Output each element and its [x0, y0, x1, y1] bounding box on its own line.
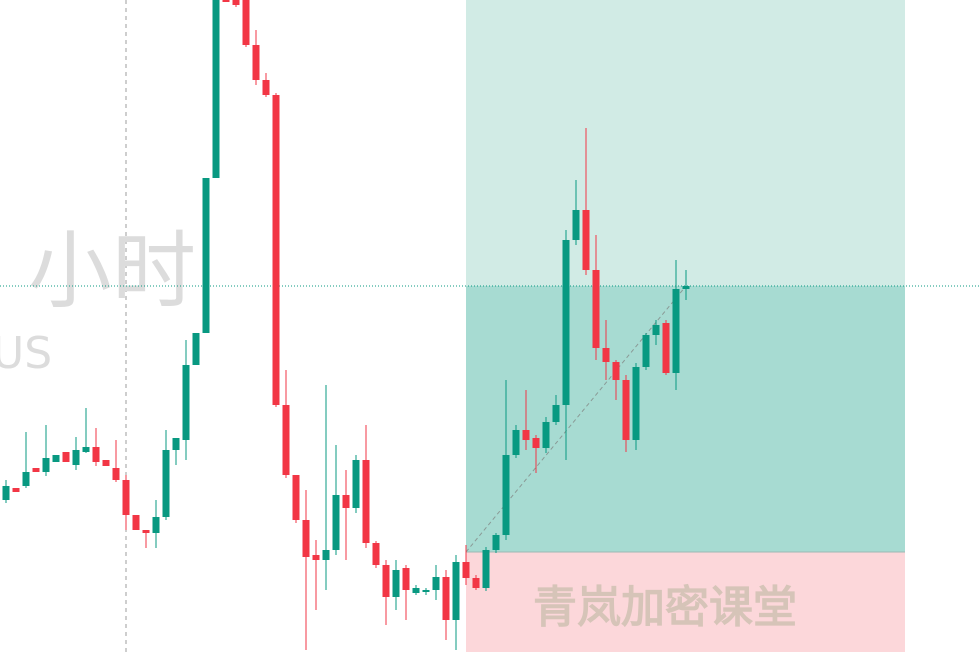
candle-body — [12, 488, 20, 492]
candle-body — [472, 578, 480, 588]
candle-body — [522, 430, 530, 440]
candle-body — [132, 515, 140, 530]
candle-body — [532, 438, 540, 448]
candle-body — [202, 178, 210, 333]
candle-body — [622, 380, 630, 440]
brand: 青岚加密课堂 — [533, 582, 797, 633]
candle-body — [322, 550, 330, 560]
candle-body — [662, 323, 670, 373]
candle-body — [272, 95, 280, 405]
candle-body — [562, 240, 570, 405]
candle-body — [442, 577, 450, 620]
candle-body — [592, 270, 600, 348]
candle-body — [542, 422, 550, 448]
profit-zone — [466, 286, 905, 552]
candle-body — [652, 325, 660, 335]
candle-body — [342, 495, 350, 508]
candle-body — [302, 520, 310, 557]
candle-body — [52, 455, 60, 462]
candle-body — [82, 447, 90, 452]
candle-body — [352, 460, 360, 508]
candle-body — [402, 568, 410, 590]
candle-body — [492, 535, 500, 550]
candle-body — [512, 430, 520, 455]
candle-body — [332, 495, 340, 550]
candle-body — [312, 555, 320, 560]
candle-body — [672, 289, 680, 373]
candle-body — [642, 335, 650, 367]
candle-body — [242, 0, 250, 45]
candle-body — [372, 543, 380, 565]
candle-body — [192, 333, 200, 365]
candle-body — [572, 210, 580, 240]
candle-body — [72, 450, 80, 465]
candle-body — [422, 590, 430, 592]
candle-body — [382, 565, 390, 597]
candle-body — [32, 468, 40, 472]
candle-body — [222, 0, 230, 2]
watermark-sub: US — [0, 328, 52, 379]
candle-body — [212, 0, 220, 178]
candle-body — [682, 286, 690, 289]
target-zone — [466, 0, 905, 286]
candle-body — [172, 438, 180, 450]
candle-body — [582, 210, 590, 270]
candle-body — [612, 362, 620, 380]
candle-body — [482, 550, 490, 588]
candle-body — [162, 450, 170, 517]
candle-body — [602, 348, 610, 362]
candle-body — [2, 486, 10, 500]
candle-body — [182, 365, 190, 440]
candle-body — [92, 447, 100, 462]
candle-body — [552, 405, 560, 422]
candle-body — [462, 562, 470, 578]
candle-body — [262, 80, 270, 95]
candle-body — [252, 45, 260, 80]
candle-body — [392, 570, 400, 597]
candle-body — [502, 455, 510, 535]
candle-body — [142, 530, 150, 533]
candle-body — [112, 468, 120, 480]
candle-body — [432, 577, 440, 590]
candle-body — [292, 475, 300, 520]
candle-body — [62, 452, 70, 462]
candle-body — [152, 517, 160, 533]
candle-body — [102, 460, 110, 466]
candle-body — [282, 405, 290, 475]
candle-body — [22, 472, 30, 486]
candle-body — [42, 458, 50, 472]
candle-body — [452, 562, 460, 620]
candle-body — [632, 367, 640, 440]
watermark: 小时 — [28, 222, 196, 320]
candle-body — [362, 460, 370, 543]
candle-body — [122, 480, 130, 515]
candle-body — [412, 588, 420, 593]
stop-zone — [466, 552, 905, 652]
candle-body — [232, 0, 240, 5]
